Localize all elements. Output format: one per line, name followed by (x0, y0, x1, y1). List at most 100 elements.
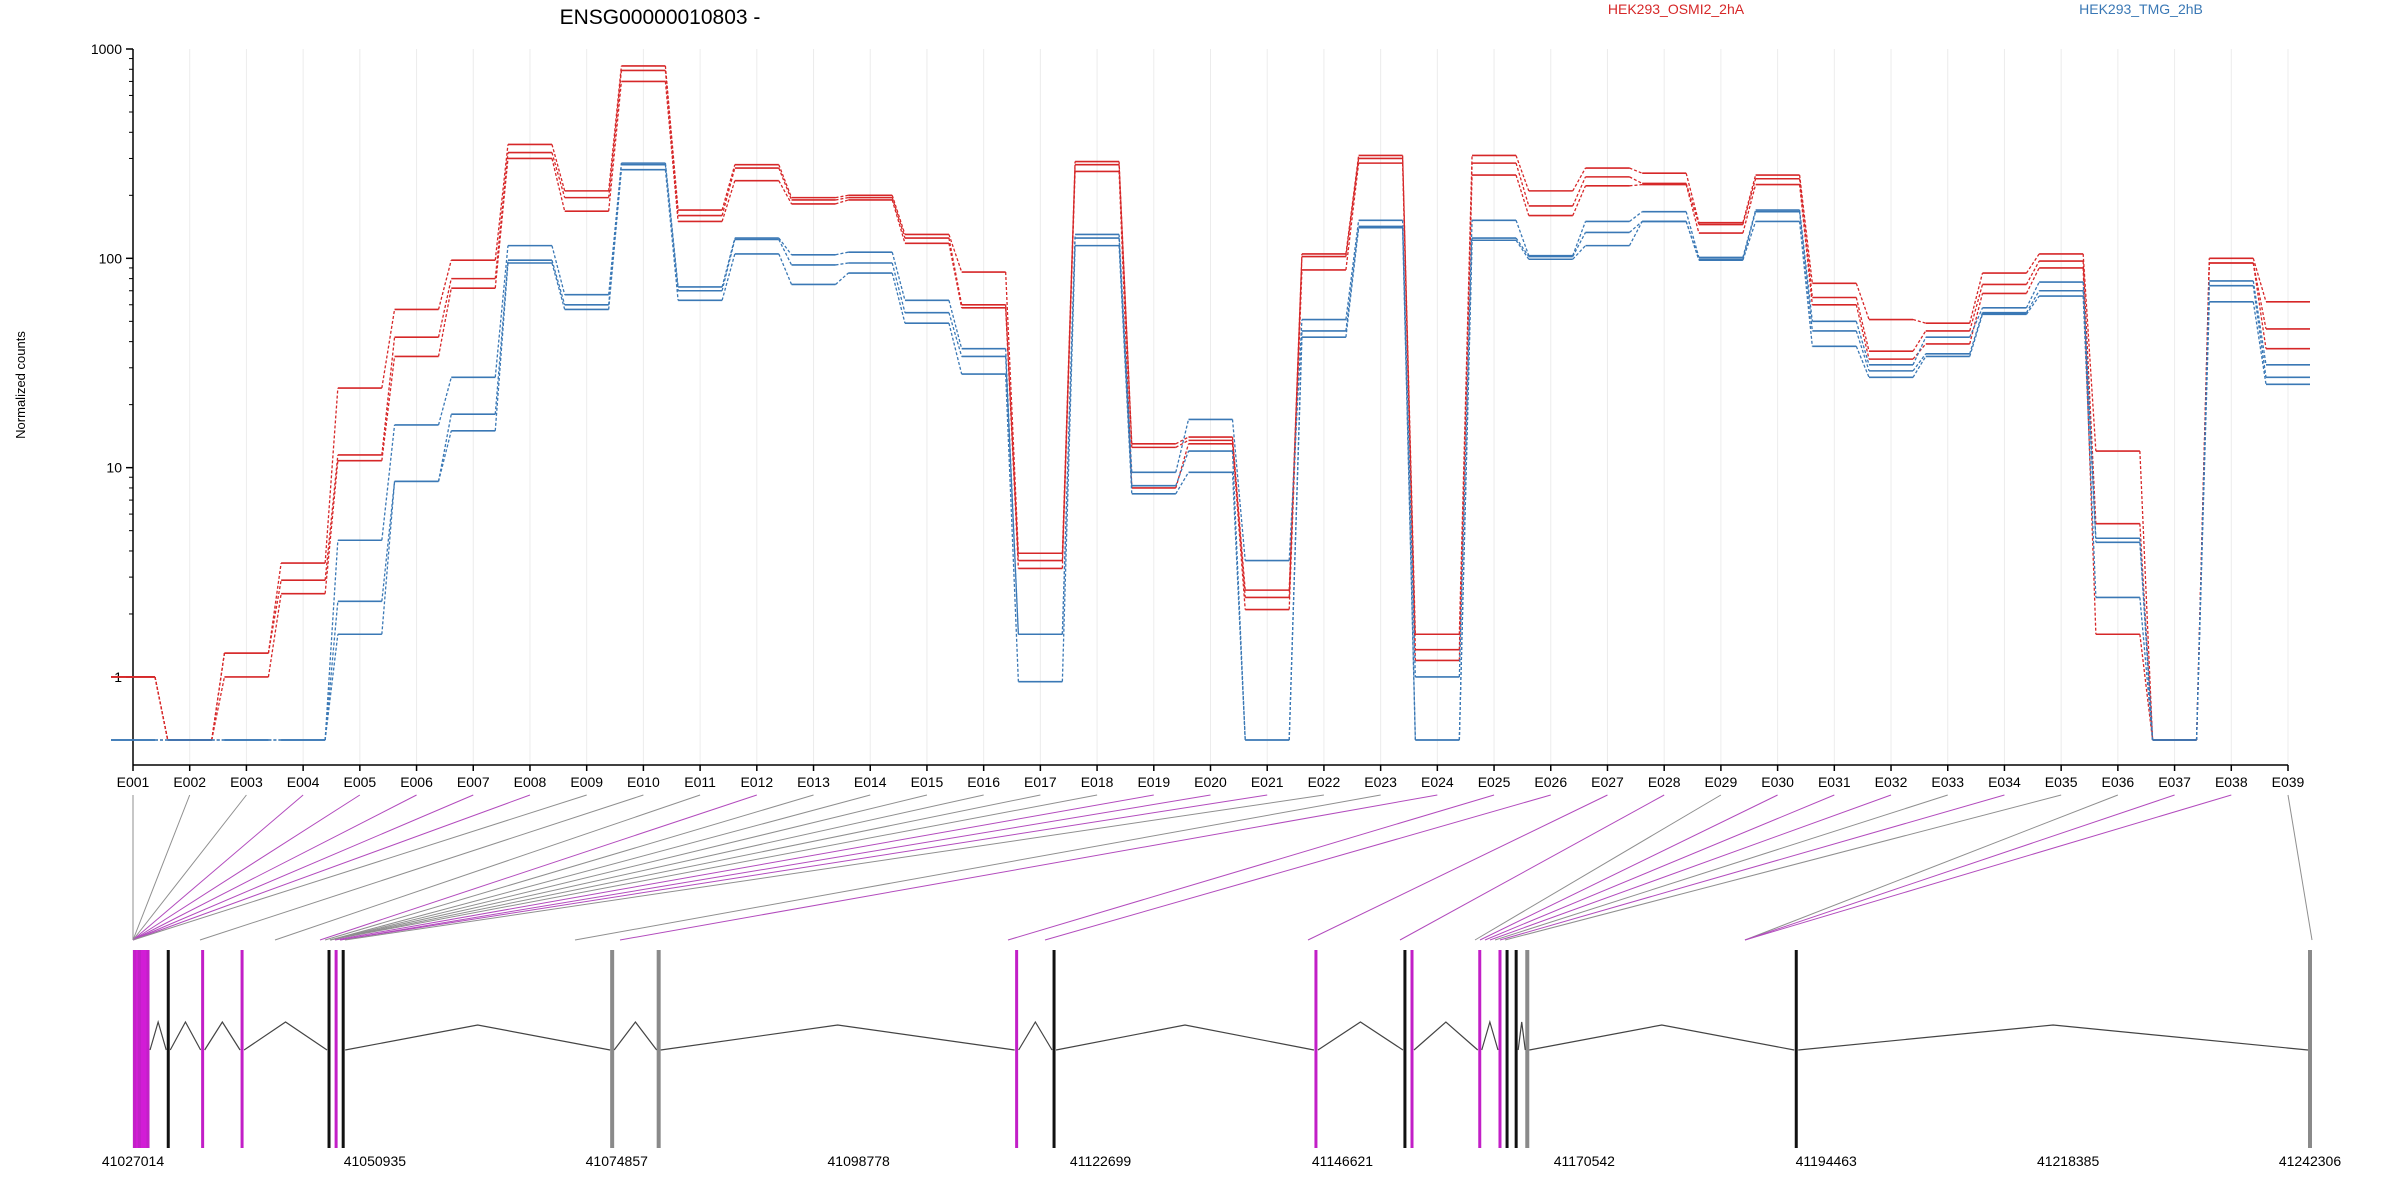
y-tick-label: 100 (99, 250, 123, 266)
data-connector (1798, 221, 1813, 347)
data-connector (1685, 173, 1700, 223)
exon-connector (1399, 794, 1665, 941)
x-tick-label: E015 (911, 774, 944, 790)
exon-connector (329, 794, 1041, 941)
data-connector (1005, 356, 1020, 635)
data-connector (1401, 227, 1416, 741)
data-connector (835, 272, 849, 285)
exon-connector (132, 794, 247, 941)
data-connector (1855, 297, 1870, 352)
data-connector (324, 460, 339, 594)
data-connector (778, 167, 793, 201)
intron-arc (1317, 1021, 1404, 1051)
data-connector (1912, 336, 1927, 366)
data-connector (1912, 356, 1927, 378)
data-connector (211, 676, 226, 741)
grid-layer (132, 49, 2289, 765)
data-connector (1458, 175, 1473, 661)
data-connector (1969, 272, 1984, 324)
data-connector (1175, 436, 1189, 445)
data-connector (2139, 597, 2154, 741)
data-connector (1515, 162, 1530, 207)
x-tick-label: E023 (1364, 774, 1397, 790)
x-tick-label: E028 (1648, 774, 1681, 790)
data-connector (1572, 185, 1587, 216)
data-connector (1855, 283, 1870, 320)
exon-connector (574, 794, 1381, 941)
x-tick-label: E032 (1875, 774, 1908, 790)
exon-connector (1489, 794, 1892, 941)
exon-connector (1307, 794, 1608, 941)
data-connector (948, 312, 963, 357)
data-connector (211, 653, 226, 741)
chart-title: ENSG00000010803 - (560, 6, 761, 29)
coordinate-label: 41027014 (102, 1153, 165, 1169)
x-tick-label: E024 (1421, 774, 1454, 790)
x-tick-label: E007 (457, 774, 490, 790)
data-connector (948, 300, 963, 349)
data-connector (437, 414, 452, 482)
data-connector (1345, 220, 1360, 320)
exon-connector (1499, 794, 2005, 941)
data-connector (2139, 451, 2154, 741)
data-connector (948, 237, 963, 305)
exon-connector (329, 794, 871, 941)
coordinate-label: 41218385 (2037, 1153, 2100, 1169)
data-connector (608, 81, 623, 212)
exon-connector (132, 794, 531, 941)
x-tick-label: E017 (1024, 774, 1057, 790)
x-tick-label: E009 (570, 774, 603, 790)
data-connector (2025, 260, 2040, 285)
data-connector (778, 237, 793, 256)
data-connector (721, 253, 736, 301)
data-connector (1005, 272, 1020, 554)
x-tick-label: E033 (1931, 774, 1964, 790)
data-connector (891, 252, 906, 301)
data-connector (2082, 296, 2097, 598)
coordinate-label: 41194463 (1796, 1153, 1857, 1169)
coordinate-label: 41242306 (2279, 1153, 2342, 1169)
data-connector (1912, 330, 1927, 352)
data-connector (1288, 269, 1303, 610)
x-tick-label: E012 (740, 774, 773, 790)
data-connector (1629, 183, 1643, 187)
connector-layer (132, 794, 2313, 941)
series-6 (111, 168, 2310, 741)
exon-connector (339, 794, 1211, 941)
exon-connector (2287, 794, 2313, 941)
data-connector (1629, 211, 1643, 222)
data-connector (1798, 210, 1813, 322)
data-connector (1742, 211, 1757, 260)
exon-connector (329, 794, 1098, 941)
coordinate-label: 41098778 (828, 1153, 891, 1169)
y-tick-label: 1000 (91, 41, 122, 57)
data-connector (2252, 280, 2267, 365)
data-connector (381, 481, 396, 635)
coordinate-label: 41050935 (344, 1153, 407, 1169)
data-connector (551, 144, 566, 192)
data-connector (835, 194, 849, 199)
intron-arc (613, 1021, 658, 1051)
x-tick-label: E027 (1591, 774, 1624, 790)
data-connector (381, 424, 396, 541)
legend-label-group-a: HEK293_OSMI2_2hA (1608, 1, 1745, 17)
exon-connector (619, 794, 1438, 941)
data-connector (324, 540, 339, 741)
data-connector (1345, 158, 1360, 257)
exon-connector (344, 794, 1324, 941)
data-connector (1231, 443, 1246, 610)
data-connector (2025, 267, 2040, 294)
data-connector (2025, 295, 2040, 315)
data-connector (2025, 253, 2040, 274)
x-tick-label: E021 (1251, 774, 1284, 790)
data-connector (1912, 343, 1927, 360)
data-connector (1515, 155, 1530, 192)
data-connector (267, 580, 282, 654)
data-connector (2252, 258, 2267, 302)
data-connector (1629, 167, 1643, 174)
exon-connector (1484, 794, 1835, 941)
data-connector (1005, 374, 1020, 682)
data-connector (324, 601, 339, 741)
x-tick-label: E020 (1194, 774, 1227, 790)
data-connector (1572, 232, 1587, 257)
